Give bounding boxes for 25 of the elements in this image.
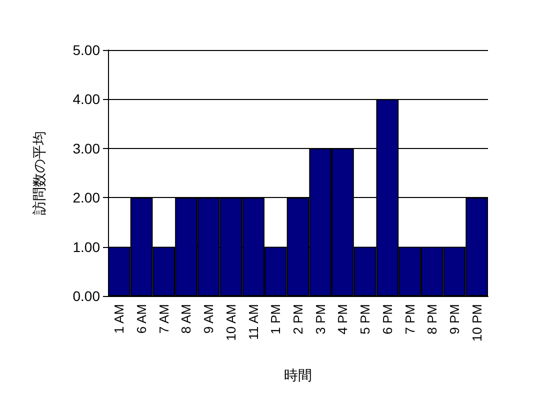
x-tick-label: 1 AM	[112, 304, 127, 334]
x-tick-label: 7 PM	[402, 304, 418, 334]
x-tick-label: 6 PM	[380, 304, 395, 334]
x-tick-label: 9 PM	[446, 304, 462, 334]
y-tick-label: 4.00	[72, 91, 100, 108]
y-tick-label: 5.00	[72, 42, 100, 58]
x-tick-label: 6 AM	[134, 304, 150, 334]
x-tick-label: 10 AM	[223, 304, 238, 341]
x-axis-title: 時間	[284, 367, 312, 383]
y-tick-label: 3.00	[72, 140, 100, 156]
y-tick-label: 2.00	[72, 190, 100, 206]
x-tick-label: 2 PM	[290, 304, 306, 334]
x-tick-label: 10 PM	[469, 304, 484, 342]
x-tick-label: 11 AM	[246, 304, 261, 340]
x-tick-label: 4 PM	[335, 304, 350, 334]
x-tick-label: 5 PM	[358, 304, 373, 334]
x-tick-label: 3 PM	[312, 304, 328, 334]
y-tick-label: 1.00	[72, 238, 100, 255]
y-tick-label: 0.00	[72, 288, 100, 304]
x-tick-label: 9 AM	[201, 304, 216, 334]
x-tick-label: 8 PM	[424, 304, 440, 334]
x-tick-label: 1 PM	[268, 304, 284, 334]
y-axis-title: 訪問数の平均	[31, 131, 47, 215]
x-tick-label: 7 AM	[156, 304, 172, 334]
x-tick-label: 8 AM	[178, 304, 194, 334]
